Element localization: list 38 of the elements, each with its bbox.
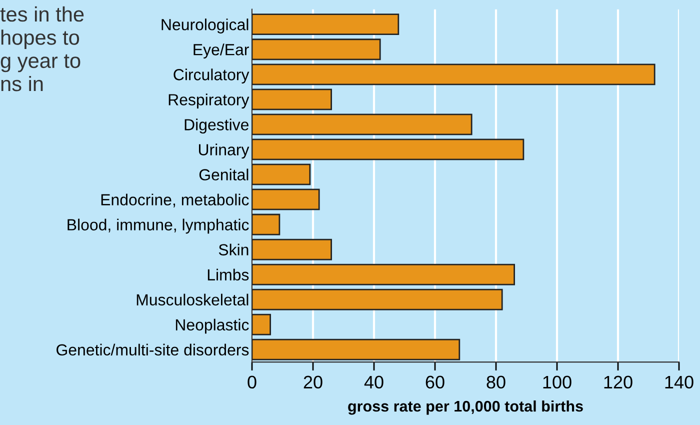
bar: [252, 164, 311, 186]
y-tick-label: Endocrine, metabolic: [101, 194, 249, 208]
y-tick-label: Limbs: [208, 268, 249, 280]
bar: [252, 238, 332, 260]
bar: [252, 188, 320, 210]
y-tick-label: Skin: [218, 244, 248, 256]
y-tick-label: Eye/Ear: [194, 44, 249, 58]
x-axis-title: gross rate per 10,000 total births: [348, 400, 583, 415]
y-tick-label: Blood, immune, lymphatic: [68, 218, 249, 234]
y-tick-label: Musculoskeletal: [136, 294, 248, 306]
x-tick-label: 100: [543, 376, 572, 389]
bar: [252, 114, 472, 136]
bar: [252, 14, 400, 36]
y-tick-label: Respiratory: [168, 94, 250, 109]
x-tick-label: 20: [304, 376, 322, 389]
y-tick-label: Neurological: [162, 18, 248, 34]
y-tick-label: Neoplastic: [176, 318, 249, 334]
bar: [252, 264, 515, 286]
x-tick-label: 60: [426, 376, 444, 389]
bar: [252, 338, 460, 360]
x-tick-label: 140: [665, 376, 694, 389]
y-tick-label: Circulatory: [174, 68, 250, 84]
bar: [252, 288, 503, 310]
text: tes in the hopes to g year to ns in: [0, 6, 84, 92]
y-tick-label: Genetic/multi-site disorders: [56, 344, 249, 356]
bar: [252, 64, 656, 86]
x-tick-label: 40: [364, 376, 384, 389]
bar: [252, 214, 280, 236]
bar: [252, 138, 524, 160]
y-tick-label: Digestive: [184, 118, 249, 134]
y-tick-label: Genital: [199, 168, 248, 180]
x-tick-label: 120: [604, 376, 632, 389]
x-tick-label: 80: [486, 376, 506, 389]
bar: [252, 38, 381, 60]
x-tick-label: 0: [248, 376, 256, 389]
bar: [252, 88, 332, 110]
bar: [252, 314, 271, 336]
y-tick-label: Urinary: [198, 144, 250, 159]
